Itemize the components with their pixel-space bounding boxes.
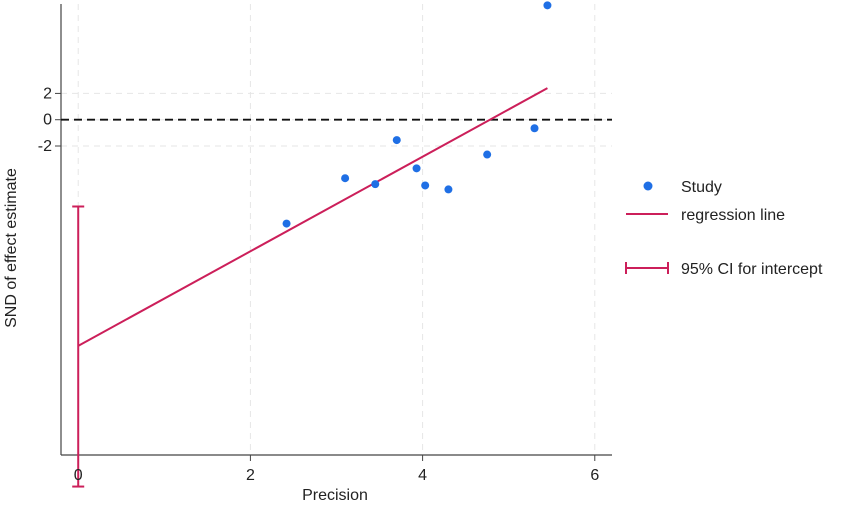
legend-ci-label: 95% CI for intercept [681,261,823,278]
x-tick-label-2: 4 [418,467,427,484]
study-point-0 [282,219,291,228]
study-point-4 [412,164,421,173]
legend-study-marker [643,181,653,191]
y-tick-label-1: 0 [43,112,52,129]
study-point-3 [392,136,401,145]
x-tick-label-1: 2 [246,467,255,484]
study-point-7 [483,150,492,159]
study-point-5 [421,181,430,190]
x-axis-title: Precision [302,487,368,504]
legend-regression-line-label: regression line [681,207,785,224]
study-point-2 [371,180,380,189]
chart-marks [72,1,552,488]
legend-ci-swatch [625,262,669,274]
tick-labels: 0 2 4 6 2 0 -2 [38,85,600,484]
x-tick-label-0: 0 [74,467,83,484]
legend: Study regression line 95% CI for interce… [625,179,823,278]
study-point-8 [530,124,539,133]
legend-study-label: Study [681,179,722,196]
y-tick-label-0: 2 [43,85,52,102]
regression-line [77,87,548,347]
study-point-9 [543,1,552,10]
y-axis-title: SND of effect estimate [3,168,20,328]
x-tick-label-3: 6 [590,467,599,484]
y-tick-label-2: -2 [38,138,52,155]
study-point-1 [341,174,350,183]
axes [55,4,612,461]
study-point-6 [444,185,453,194]
grid-lines [61,4,612,455]
